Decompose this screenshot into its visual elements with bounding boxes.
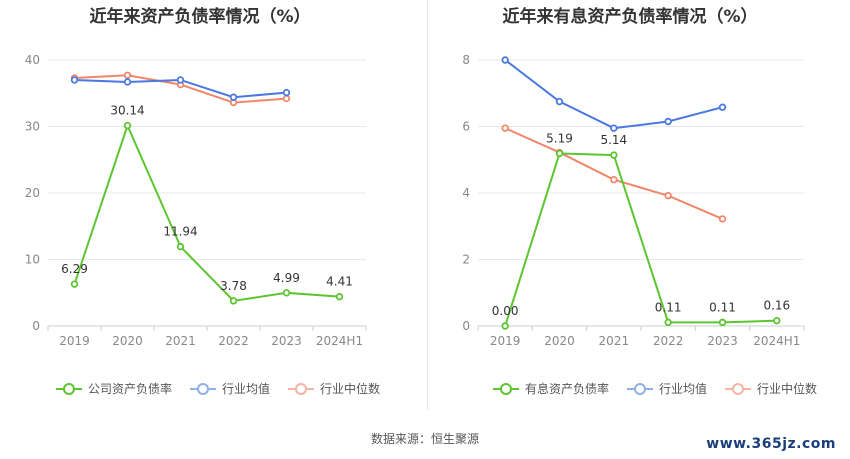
data-point[interactable] xyxy=(123,121,132,130)
data-point[interactable] xyxy=(282,88,291,97)
data-label: 0.11 xyxy=(709,300,736,314)
data-point[interactable] xyxy=(664,117,672,126)
data-point[interactable] xyxy=(70,280,79,288)
data-point[interactable] xyxy=(555,97,564,106)
data-label: 0.16 xyxy=(763,299,790,313)
legend-label: 行业中位数 xyxy=(320,382,381,396)
data-point[interactable] xyxy=(282,94,291,103)
left-chart-legend: 公司资产负债率 行业均值 行业中位数 xyxy=(56,380,380,397)
x-tick-label: 2022 xyxy=(218,334,249,348)
legend-label: 行业均值 xyxy=(659,382,708,396)
data-point[interactable] xyxy=(176,76,185,84)
data-label: 4.41 xyxy=(326,275,353,289)
x-tick-label: 2019 xyxy=(59,334,90,348)
data-source-note: 数据来源：恒生聚源 xyxy=(370,432,479,446)
data-point[interactable] xyxy=(335,292,344,301)
series-line xyxy=(73,122,340,302)
data-label: 30.14 xyxy=(110,104,144,118)
data-point[interactable] xyxy=(229,93,238,101)
data-point[interactable] xyxy=(555,149,564,158)
data-label: 4.99 xyxy=(273,271,300,285)
data-point[interactable] xyxy=(610,124,618,132)
legend-label: 行业均值 xyxy=(222,382,271,396)
legend-item-company-debt-ratio[interactable]: 公司资产负债率 xyxy=(56,380,172,397)
data-point[interactable] xyxy=(70,76,79,84)
y-tick-label: 2 xyxy=(462,253,470,267)
legend-item-industry-median[interactable]: 行业中位数 xyxy=(725,380,817,397)
y-tick-label: 6 xyxy=(462,120,470,134)
legend-swatch-icon xyxy=(627,382,654,395)
data-point[interactable] xyxy=(718,103,727,111)
legend-swatch-icon xyxy=(288,382,315,395)
right-chart-legend: 有息资产负债率 行业均值 行业中位数 xyxy=(493,380,817,397)
y-tick-label: 40 xyxy=(25,53,40,67)
left-chart-plot: 0 10 20 30 40 2019 2020 2021 2022 2023 2024H1 6.29 3… xyxy=(25,53,367,348)
left-chart-title: 近年来资产负债率情况（%） xyxy=(89,7,311,27)
data-point[interactable] xyxy=(229,297,238,305)
y-tick-label: 8 xyxy=(462,53,470,67)
data-label: 11.94 xyxy=(163,225,197,239)
legend-label: 行业中位数 xyxy=(757,382,818,396)
x-tick-label: 2022 xyxy=(653,334,684,348)
data-point[interactable] xyxy=(282,289,291,297)
data-label: 0.11 xyxy=(655,300,682,314)
legend-swatch-icon xyxy=(725,382,752,395)
data-point[interactable] xyxy=(664,191,672,200)
data-point[interactable] xyxy=(664,318,672,327)
data-point[interactable] xyxy=(501,56,509,64)
data-point[interactable] xyxy=(718,215,727,223)
data-point[interactable] xyxy=(501,124,509,132)
data-label: 0.00 xyxy=(492,304,519,318)
data-point[interactable] xyxy=(123,78,132,86)
series-line xyxy=(504,59,723,130)
data-point[interactable] xyxy=(610,151,618,159)
data-point[interactable] xyxy=(610,175,618,184)
legend-swatch-icon xyxy=(493,382,519,395)
y-tick-label: 10 xyxy=(25,253,40,267)
y-tick-label: 0 xyxy=(462,319,470,333)
x-tick-label: 2020 xyxy=(112,334,143,348)
y-tick-label: 30 xyxy=(25,120,40,134)
y-tick-label: 4 xyxy=(462,186,470,200)
data-label: 5.19 xyxy=(546,131,573,145)
data-point[interactable] xyxy=(773,316,781,325)
right-chart-plot: 0 2 4 6 8 2019 2020 2021 2022 2023 2024H1 0.00 5.19 5… xyxy=(462,53,805,348)
x-tick-label: 2023 xyxy=(271,334,302,348)
x-tick-label: 2020 xyxy=(544,334,575,348)
data-point[interactable] xyxy=(501,322,509,330)
chart-divider xyxy=(427,0,428,410)
x-tick-label: 2021 xyxy=(165,334,196,348)
legend-swatch-icon xyxy=(56,382,82,395)
x-tick-label: 2024H1 xyxy=(753,334,800,348)
data-label: 6.29 xyxy=(61,262,88,276)
legend-item-industry-median[interactable]: 行业中位数 xyxy=(288,380,380,397)
data-label: 5.14 xyxy=(600,133,627,147)
data-point[interactable] xyxy=(176,242,185,251)
legend-item-interest-bearing-debt-ratio[interactable]: 有息资产负债率 xyxy=(493,380,609,397)
data-point[interactable] xyxy=(718,318,727,327)
legend-item-industry-average[interactable]: 行业均值 xyxy=(627,380,707,397)
x-tick-label: 2019 xyxy=(490,334,521,348)
legend-label: 有息资产负债率 xyxy=(525,382,610,396)
series-line xyxy=(504,152,777,327)
x-tick-label: 2021 xyxy=(599,334,630,348)
y-tick-label: 0 xyxy=(32,319,40,333)
y-tick-label: 20 xyxy=(25,186,40,200)
x-tick-label: 2023 xyxy=(707,334,738,348)
legend-swatch-icon xyxy=(190,382,217,395)
data-label: 3.78 xyxy=(220,279,247,293)
watermark: www.365jz.com xyxy=(706,436,836,452)
legend-label: 公司资产负债率 xyxy=(88,382,173,396)
legend-item-industry-average[interactable]: 行业均值 xyxy=(190,380,270,397)
data-point[interactable] xyxy=(123,71,132,79)
x-tick-label: 2024H1 xyxy=(316,334,363,348)
right-chart-title: 近年来有息资产负债率情况（%） xyxy=(502,7,758,27)
